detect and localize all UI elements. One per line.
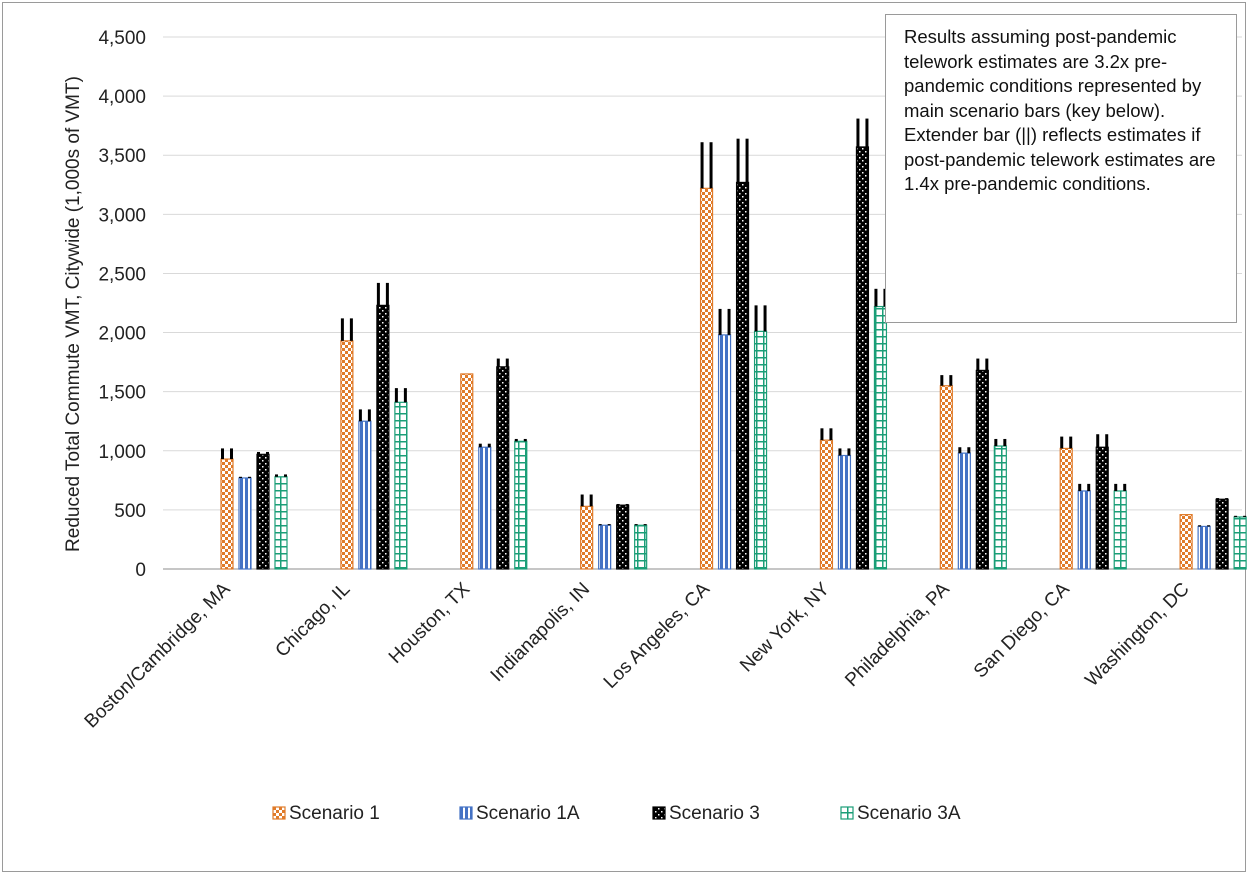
x-category-label: San Diego, CA [970,578,1074,682]
bar-scenario-3a [274,476,288,570]
legend-swatch [459,806,473,820]
annotation-box: Results assuming post-pandemic telework … [885,14,1237,323]
y-tick-label: 0 [135,560,146,581]
bar-scenario-3 [376,304,390,570]
x-category-label: Los Angeles, CA [600,578,714,692]
x-category-label: Philadelphia, PA [841,578,954,691]
bar-scenario-3 [256,453,270,570]
y-tick-label: 4,000 [98,87,146,108]
x-category-label: Chicago, IL [272,579,355,662]
legend-swatch [652,806,666,820]
legend-swatch [840,806,854,820]
bar-scenario-1 [460,373,474,570]
y-axis-title: Reduced Total Commute VMT, Citywide (1,0… [63,76,84,552]
y-tick-label: 1,000 [98,442,146,463]
bar-scenario-3a [1113,490,1127,570]
bar-scenario-1a [837,454,852,570]
x-category-label: Boston/Cambridge, MA [81,578,235,732]
bar-scenario-1 [939,385,953,570]
bar-scenario-1a [598,524,612,570]
bar-scenario-1a [957,452,971,570]
y-tick-label: 3,500 [98,146,146,167]
legend-label: Scenario 3 [669,803,760,824]
y-tick-label: 2,000 [98,324,146,345]
bar-scenario-1 [1179,514,1193,570]
legend-swatch [272,806,286,820]
y-tick-label: 500 [114,501,146,522]
bar-scenario-1a [717,334,732,570]
bar-scenario-1 [819,439,834,570]
annotation-text: Results assuming post-pandemic telework … [904,26,1216,194]
x-category-label: Indianapolis, IN [487,579,594,686]
bar-scenario-3a [514,440,528,570]
y-tick-label: 3,000 [98,205,146,226]
bar-scenario-3 [735,181,750,570]
y-tick-label: 1,500 [98,383,146,404]
x-category-label: Houston, TX [385,578,475,668]
bar-scenario-1a [478,446,492,570]
bar-scenario-3 [496,366,510,570]
bar-scenario-3 [975,369,989,570]
bar-scenario-1 [1059,447,1073,570]
bar-scenario-1 [699,187,714,570]
bar-scenario-3a [873,305,888,570]
legend-label: Scenario 1 [289,803,380,824]
bar-scenario-1a [238,477,252,570]
bar-scenario-3 [855,146,870,570]
bar-scenario-3 [1095,446,1109,570]
legend-label: Scenario 1A [476,803,580,824]
x-category-label: Washington, DC [1081,579,1193,691]
bar-scenario-3a [993,445,1007,570]
bar-scenario-3a [753,330,768,570]
bar-scenario-1a [1197,525,1211,570]
bar-scenario-1 [220,458,234,570]
bar-scenario-1a [358,420,372,570]
bar-scenario-1 [340,340,354,570]
y-tick-label: 2,500 [98,264,146,285]
bar-scenario-3a [394,401,408,570]
bar-scenario-1a [1077,490,1091,570]
x-category-label: New York, NY [736,578,834,676]
bar-scenario-3a [1233,516,1247,570]
bar-scenario-1 [580,505,594,570]
bar-scenario-3 [616,504,630,570]
y-tick-label: 4,500 [98,28,146,49]
bar-scenario-3a [634,524,648,570]
legend-label: Scenario 3A [857,803,961,824]
bar-scenario-3 [1215,498,1229,570]
